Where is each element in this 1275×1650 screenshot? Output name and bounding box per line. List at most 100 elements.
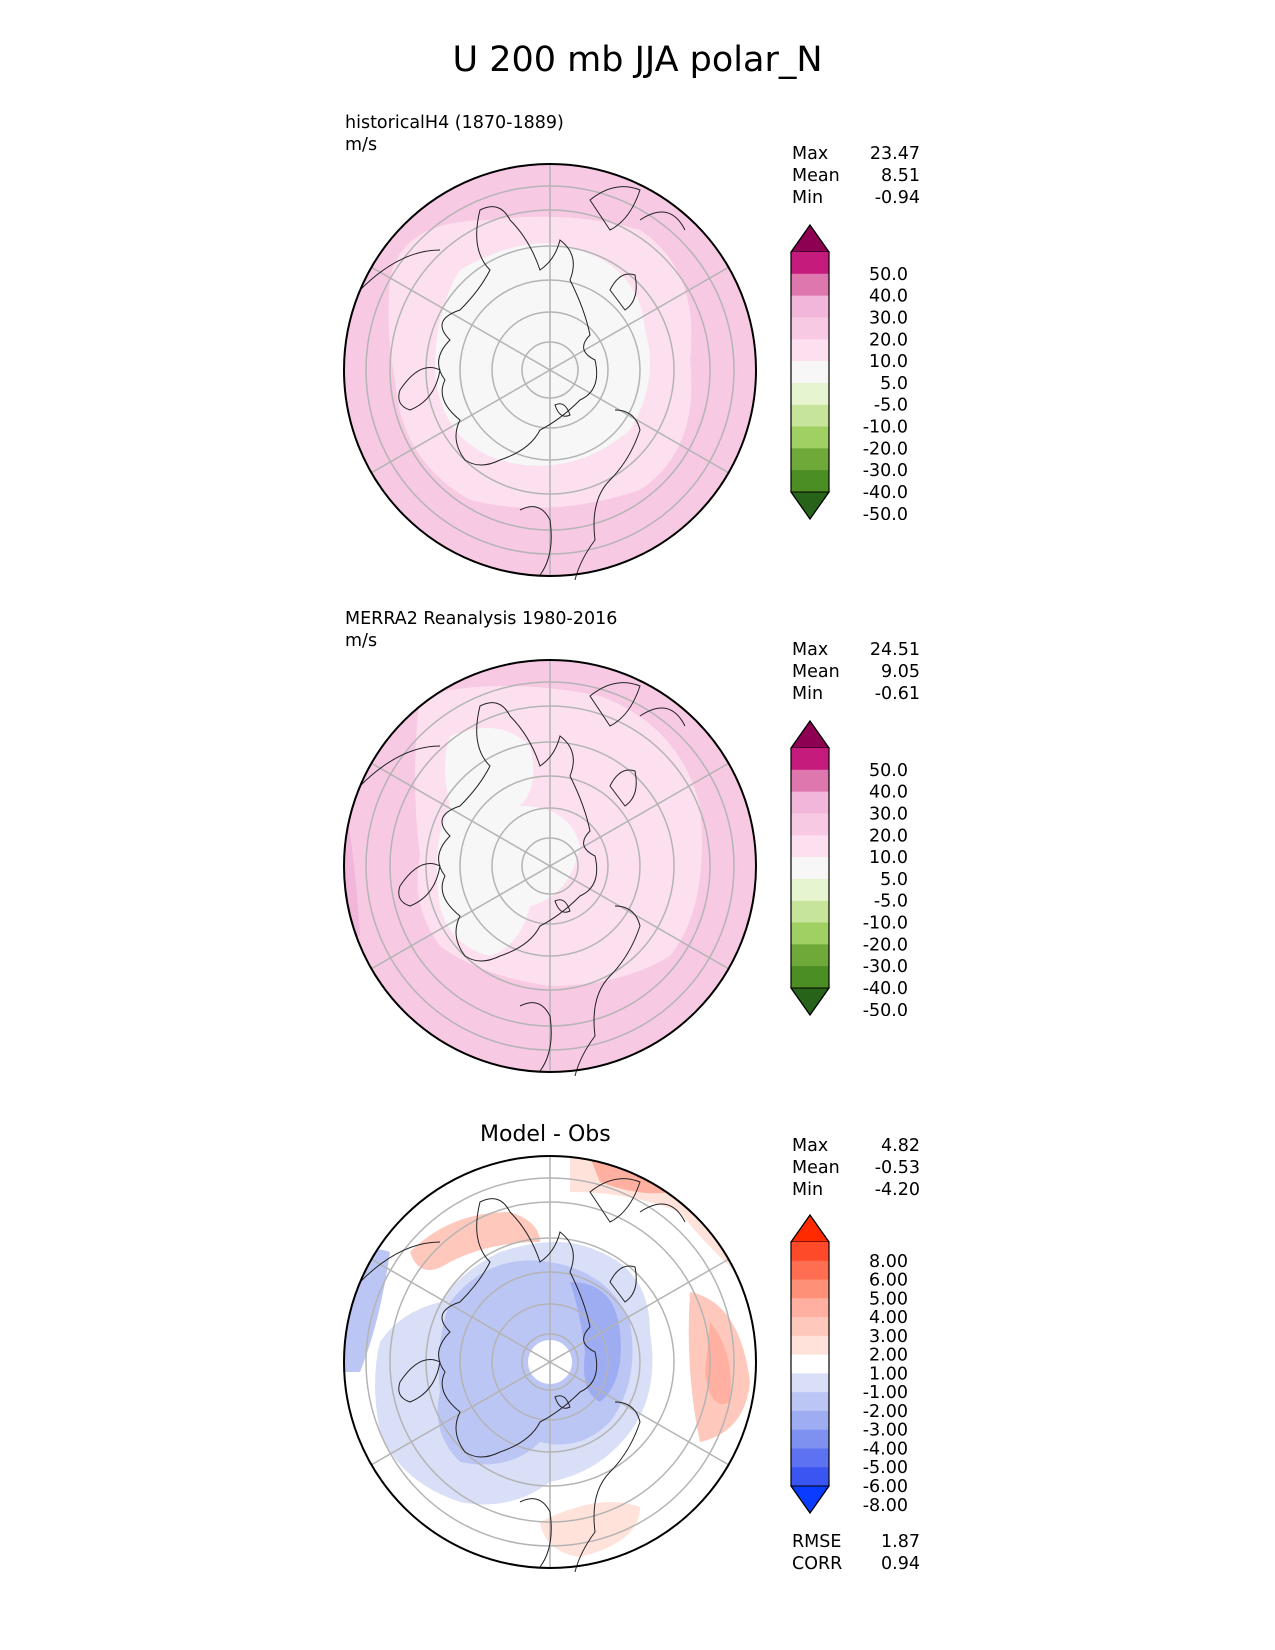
- panel-1-graticule: [365, 164, 735, 576]
- panel-3-colorbar-tick-label: -8.00: [863, 1496, 908, 1514]
- panel-3-colorbar-segment: [791, 1448, 829, 1468]
- panel-1-colorbar-segment: [791, 339, 829, 362]
- panel-2-units: m/s: [345, 631, 378, 651]
- panel-1-colorbar-segment: [791, 404, 829, 428]
- panel-2-colorbar-outline: [790, 720, 830, 1016]
- panel-1-colorbar-tick-label: -50.0: [863, 505, 908, 520]
- panel-2-colorbar-segment: [791, 944, 829, 967]
- panel-1-colorbar-segment: [791, 252, 829, 275]
- panel-2-colorbar-tick-label: -20.0: [863, 935, 908, 955]
- panel-2-colorbar-tick-label: -30.0: [863, 957, 908, 977]
- panel-3-colorbar-segment: [791, 1317, 829, 1337]
- panel-1-colorbar-tick-label: -30.0: [863, 461, 908, 481]
- panel-3-corr-label: CORR: [792, 1554, 843, 1574]
- panel-3-colorbar-tick-label: 2.00: [869, 1346, 908, 1366]
- panel-3-colorbar: 8.006.005.004.003.002.001.00-1.00-2.00-3…: [790, 1214, 908, 1514]
- panel-1-colorbar-segment: [791, 273, 829, 297]
- panel-1-colorbar-tick-label: 50.0: [869, 265, 908, 285]
- panel-1-stat-mean-value: 8.51: [881, 166, 920, 186]
- panel-1-stat-max-value: 23.47: [869, 144, 920, 164]
- panel-2-map-boundary: [343, 659, 757, 1073]
- panel-2-title: MERRA2 Reanalysis 1980-2016: [345, 609, 618, 629]
- panel-3-colorbar-tick-label: 4.00: [869, 1308, 908, 1328]
- panel-2-colorbar-segment: [791, 769, 829, 793]
- panel-3-colorbar-segment: [791, 1298, 829, 1318]
- panel-2-colorbar-tick-label: -5.0: [874, 892, 908, 912]
- panel-2-stat-max-label: Max: [792, 640, 829, 660]
- panel-3-graticule: [365, 1156, 735, 1568]
- panel-1-colorbar: 50.040.030.020.010.05.0-5.0-10.0-20.0-30…: [790, 224, 908, 520]
- panel-2-contour-band-20-30-left: [344, 796, 360, 936]
- panel-1-stat-min-label: Min: [792, 188, 824, 208]
- panel-2-colorbar-tick-label: 10.0: [869, 848, 908, 868]
- panel-2-colorbar-extend-min: [790, 987, 830, 1016]
- panel-3-title: Model - Obs: [480, 1122, 611, 1147]
- panel-3-rmse-value: 1.87: [881, 1532, 920, 1552]
- panel-3-stat-max-label: Max: [792, 1136, 829, 1156]
- panel-1-stat-max-label: Max: [792, 144, 829, 164]
- panel-1-colorbar-segment: [791, 448, 829, 471]
- panel-2-colorbar: 50.040.030.020.010.05.0-5.0-10.0-20.0-30…: [790, 720, 908, 1016]
- panel-3-colorbar-segment: [791, 1467, 829, 1487]
- panel-3-colorbar-tick-label: -6.00: [863, 1477, 908, 1497]
- panel-1-units: m/s: [345, 135, 378, 155]
- panel-3-colorbar-tick-label: 5.00: [869, 1289, 908, 1309]
- panel-1-colorbar-tick-label: -10.0: [863, 418, 908, 438]
- figure-title: U 200 mb JJA polar_N: [452, 40, 823, 80]
- panel-1-colorbar-tick-label: 10.0: [869, 352, 908, 372]
- panel-2-colorbar-tick-label: 40.0: [869, 783, 908, 803]
- panel-1-colorbar-tick-label: 5.0: [880, 374, 908, 394]
- panel-2-colorbar-tick-label: -50.0: [863, 1001, 908, 1016]
- panel-3-colorbar-segment: [791, 1392, 829, 1412]
- panel-1-colorbar-segment: [791, 426, 829, 449]
- panel-2-colorbar-tick-label: -10.0: [863, 914, 908, 934]
- panel-3-colorbar-tick-label: 8.00: [869, 1252, 908, 1272]
- panel-2-stat-min-label: Min: [792, 684, 824, 704]
- panel-1-colorbar-segment: [791, 382, 829, 406]
- panel-2-colorbar-tick-label: 20.0: [869, 826, 908, 846]
- panel-3-colorbar-tick-label: 3.00: [869, 1327, 908, 1347]
- panel-2-stat-max-value: 24.51: [869, 640, 920, 660]
- panel-2-colorbar-extend-max: [790, 720, 830, 749]
- panel-3-colorbar-segment: [791, 1410, 829, 1431]
- panel-3-coastlines: [359, 1178, 686, 1572]
- panel-1-stat-min-value: -0.94: [874, 188, 920, 208]
- panel-2-colorbar-segment: [791, 878, 829, 902]
- panel-2-colorbar-segment: [791, 791, 829, 814]
- panel-1-colorbar-tick-label: 40.0: [869, 287, 908, 307]
- panel-2-polar-map: [343, 659, 757, 1076]
- panel-1-colorbar-outline: [790, 224, 830, 520]
- panel-3-stat-min-label: Min: [792, 1180, 824, 1200]
- panel-2-colorbar-tick-label: 5.0: [880, 870, 908, 890]
- panel-3-anomaly-positive-top-strong: [590, 1157, 670, 1194]
- panel-1-colorbar-tick-label: 30.0: [869, 308, 908, 328]
- panel-3-stat-mean-label: Mean: [792, 1158, 840, 1178]
- panel-2-graticule: [365, 660, 735, 1072]
- panel-2-colorbar-tick-label: 50.0: [869, 761, 908, 781]
- panel-1-colorbar-segment: [791, 361, 829, 384]
- panel-1-polar-map: [343, 163, 757, 580]
- panel-3-colorbar-segment: [791, 1354, 829, 1374]
- panel-1-colorbar-segment: [791, 295, 829, 318]
- panel-2-colorbar-segment: [791, 900, 829, 924]
- panel-3-rmse-label: RMSE: [792, 1532, 842, 1552]
- panel-2-colorbar-segment: [791, 748, 829, 771]
- panel-3-colorbar-extend-max: [790, 1214, 830, 1243]
- panel-3-stat-mean-value: -0.53: [874, 1158, 920, 1178]
- panel-3-colorbar-tick-label: -1.00: [863, 1383, 908, 1403]
- panel-1-contour-band-near-zero: [435, 243, 650, 466]
- panel-3-colorbar-tick-label: -2.00: [863, 1402, 908, 1422]
- panel-3-colorbar-tick-label: 1.00: [869, 1364, 908, 1384]
- panel-3-colorbar-outline: [790, 1214, 830, 1514]
- panel-2-colorbar-tick-label: -40.0: [863, 979, 908, 999]
- panel-3-colorbar-tick-label: 6.00: [869, 1271, 908, 1291]
- panel-1-colorbar-segment: [791, 317, 829, 340]
- panel-3-stat-min-value: -4.20: [874, 1180, 920, 1200]
- panel-3-polar-map: [343, 1155, 757, 1572]
- panel-1-colorbar-tick-label: -40.0: [863, 483, 908, 503]
- panel-3-colorbar-tick-label: -5.00: [863, 1458, 908, 1478]
- panel-1-colorbar-extend-min: [790, 491, 830, 520]
- panel-3-anomaly-positive-right-strong: [705, 1322, 731, 1404]
- panel-3-colorbar-segment: [791, 1373, 829, 1393]
- panel-3-corr-value: 0.94: [881, 1554, 920, 1574]
